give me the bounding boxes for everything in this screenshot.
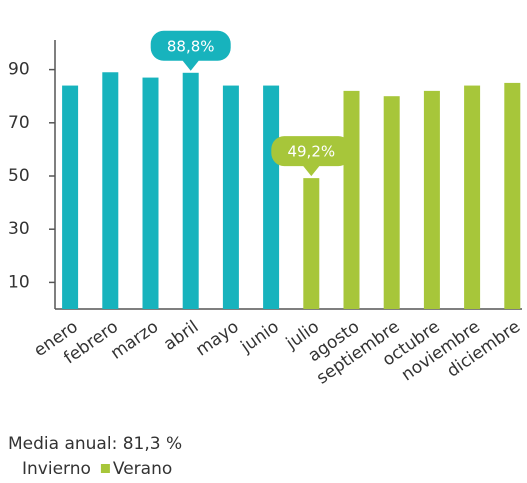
- legend-label: Verano: [113, 459, 172, 479]
- y-tick-label: 70: [8, 113, 30, 133]
- data-label: 49,2%: [287, 143, 335, 161]
- legend-label: Invierno: [22, 459, 91, 479]
- y-tick-label: 50: [8, 166, 30, 186]
- callout: [150, 30, 231, 71]
- x-tick-label: junio: [237, 317, 283, 358]
- y-tick-label: 30: [8, 219, 30, 239]
- bar: [182, 72, 199, 310]
- callout: [271, 136, 352, 177]
- bar: [504, 82, 521, 310]
- legend-swatch: [100, 464, 110, 473]
- bar: [303, 178, 320, 309]
- y-tick-label: 10: [8, 272, 30, 292]
- data-label: 88,8%: [167, 37, 215, 55]
- bar: [142, 77, 159, 309]
- bar: [263, 85, 280, 309]
- bar: [222, 85, 239, 309]
- bar: [102, 72, 119, 309]
- bar: [343, 90, 360, 309]
- x-tick-label: mayo: [192, 317, 242, 361]
- y-tick-label: 90: [8, 60, 30, 80]
- bar: [62, 85, 79, 309]
- bar: [423, 90, 440, 309]
- bar: [464, 85, 481, 309]
- bar: [383, 96, 400, 309]
- annotation: Media anual: 81,3 %: [8, 434, 182, 454]
